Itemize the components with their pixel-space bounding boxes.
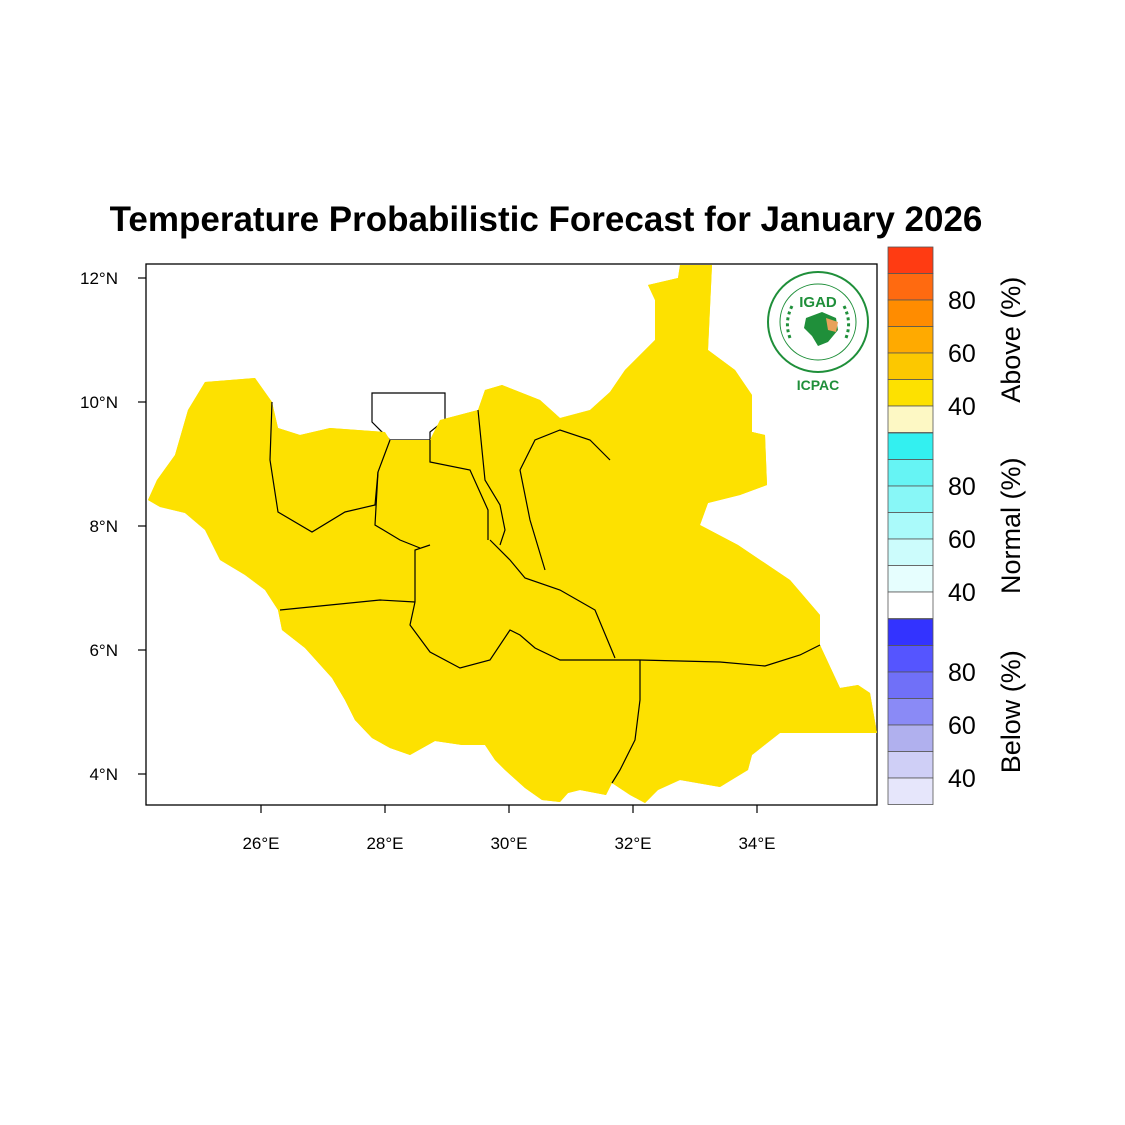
lat-tick-label: 8°N <box>89 517 118 536</box>
colorbar-group-title: Normal (%) <box>996 457 1026 594</box>
logo-org-short: IGAD <box>799 294 837 311</box>
colorbar-swatch <box>887 379 934 407</box>
lat-tick-label: 12°N <box>80 269 118 288</box>
colorbar-swatch <box>887 485 934 513</box>
colorbar-tick-label: 80 <box>948 287 976 315</box>
colorbar-swatch <box>887 299 934 327</box>
logo-centre-name: ICPAC <box>797 377 840 393</box>
lon-tick-label: 32°E <box>614 834 651 853</box>
colorbar-swatch <box>887 751 934 779</box>
colorbar-tick-label: 60 <box>948 526 976 554</box>
colorbar-swatch <box>887 326 934 354</box>
colorbar-tick-label: 80 <box>948 473 976 501</box>
colorbar-swatch <box>887 352 934 380</box>
colorbar-group-title: Above (%) <box>996 277 1026 403</box>
colorbar-swatch <box>887 777 934 805</box>
colorbar-tick-label: 60 <box>948 712 976 740</box>
colorbar-swatch <box>887 698 934 726</box>
colorbar-swatch <box>887 645 934 673</box>
colorbar-swatch <box>887 405 934 433</box>
map-title: Temperature Probabilistic Forecast for J… <box>109 200 983 239</box>
lon-tick-label: 34°E <box>738 834 775 853</box>
colorbar-tick-label: 40 <box>948 393 976 421</box>
colorbar-swatch <box>887 273 934 301</box>
colorbar-group-title: Below (%) <box>996 650 1026 773</box>
lon-tick-label: 30°E <box>490 834 527 853</box>
lat-axis: 12°N 10°N 8°N 6°N 4°N <box>80 269 146 784</box>
lon-tick-label: 26°E <box>242 834 279 853</box>
colorbar-tick-label: 40 <box>948 579 976 607</box>
colorbar-tick-label: 60 <box>948 340 976 368</box>
colorbar-swatch <box>887 538 934 566</box>
lat-tick-label: 6°N <box>89 641 118 660</box>
lon-tick-label: 28°E <box>366 834 403 853</box>
colorbar-legend: 80 60 40 Above (%) 80 60 40 Normal (%) 80 60 40 Bel… <box>887 246 1026 805</box>
colorbar-swatch <box>887 246 934 274</box>
state-borders <box>269 401 821 784</box>
colorbar-tick-label: 40 <box>948 765 976 793</box>
icpac-logo: IGAD ICPAC <box>767 271 869 393</box>
colorbar-swatch <box>887 432 934 460</box>
colorbar-swatch <box>887 724 934 752</box>
colorbar-swatch <box>887 459 934 487</box>
lon-axis: 26°E 28°E 30°E 32°E 34°E <box>242 805 776 853</box>
colorbar-swatch <box>887 512 934 540</box>
unfilled-enclave <box>371 392 446 441</box>
lat-tick-label: 10°N <box>80 393 118 412</box>
colorbar-swatch <box>887 671 934 699</box>
colorbar-tick-label: 80 <box>948 659 976 687</box>
colorbar-swatch <box>887 618 934 646</box>
lat-tick-label: 4°N <box>89 765 118 784</box>
colorbar-swatch <box>887 591 934 619</box>
colorbar-swatch <box>887 565 934 593</box>
